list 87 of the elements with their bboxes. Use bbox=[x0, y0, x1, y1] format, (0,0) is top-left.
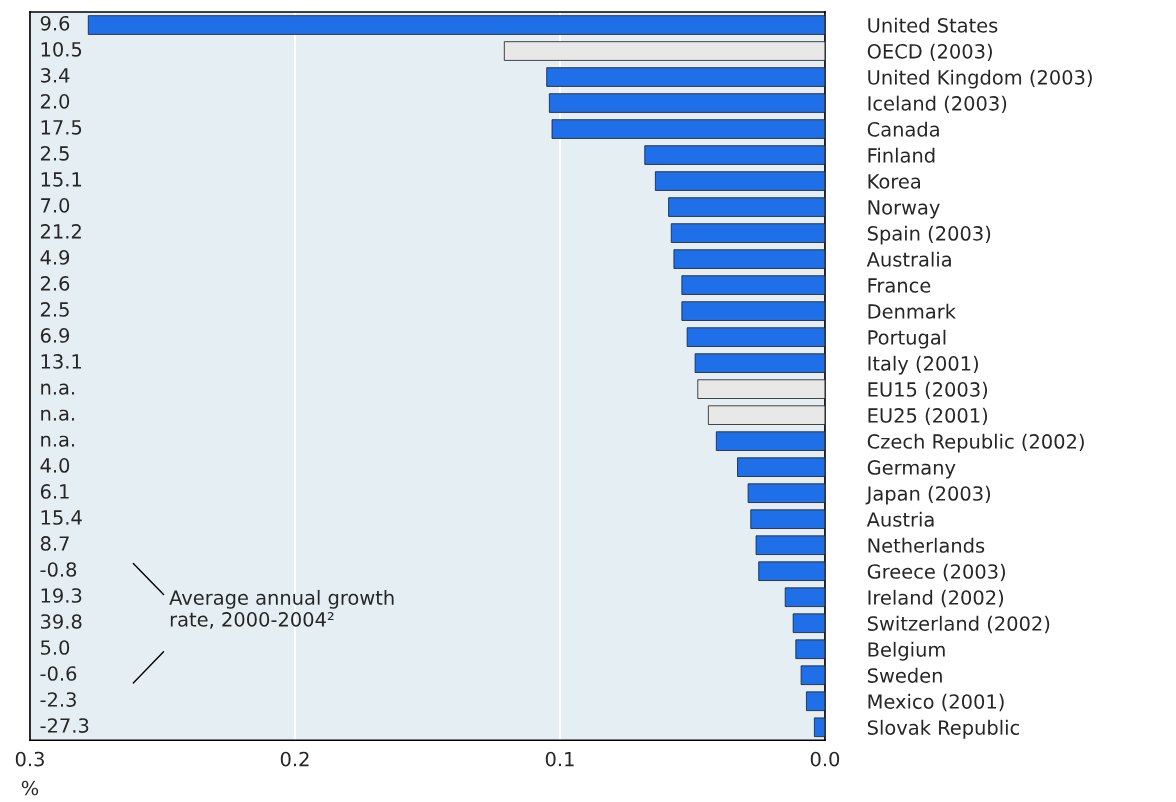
y-tick-label: France bbox=[868, 278, 931, 293]
y-tick-label: Greece (2003) bbox=[867, 563, 1005, 582]
y-tick-label: United States bbox=[868, 17, 998, 33]
annotation: 3.4 bbox=[41, 67, 70, 83]
bar bbox=[800, 665, 825, 686]
y-tick-label: Belgium bbox=[868, 641, 945, 661]
bar bbox=[758, 561, 825, 581]
y-tick-label: Australia bbox=[866, 251, 951, 267]
bar bbox=[87, 15, 825, 35]
annotation: n.a. bbox=[41, 383, 75, 395]
bar bbox=[548, 93, 825, 113]
annotation: 2.5 bbox=[40, 146, 69, 161]
annotation: -27.3 bbox=[40, 718, 89, 733]
bar bbox=[681, 301, 825, 321]
y-tick-label: Austria bbox=[866, 511, 934, 527]
annotation: 19.3 bbox=[41, 588, 82, 603]
y-tick-label: Japan (2003) bbox=[865, 485, 991, 505]
y-tick-label: Denmark bbox=[868, 303, 956, 319]
y-tick-label: Italy (2001) bbox=[868, 355, 978, 375]
y-tick-label: EU15 (2003) bbox=[868, 381, 988, 400]
annotation: 4.0 bbox=[40, 458, 70, 473]
y-tick-label: OECD (2003) bbox=[867, 43, 992, 61]
y-tick-label: EU25 (2001) bbox=[868, 407, 988, 426]
annotation: 2.6 bbox=[40, 276, 70, 291]
bar bbox=[750, 509, 825, 529]
bar bbox=[670, 223, 825, 243]
y-tick-label: Finland bbox=[868, 147, 935, 163]
y-tick-label: Spain (2003) bbox=[867, 225, 991, 245]
y-tick-label: Ireland (2002) bbox=[868, 589, 1004, 608]
bar bbox=[686, 327, 825, 347]
annotation: 15.4 bbox=[41, 510, 82, 525]
annotation: 6.1 bbox=[40, 484, 69, 499]
annotation: 9.6 bbox=[40, 15, 70, 31]
bar bbox=[546, 67, 825, 87]
annotation: n.a. bbox=[41, 409, 75, 421]
bar bbox=[795, 639, 825, 659]
x-tick-label: 0.0 bbox=[810, 751, 840, 767]
bar bbox=[747, 483, 825, 503]
annotation: 13.1 bbox=[41, 354, 82, 369]
y-tick-label: Mexico (2001) bbox=[868, 693, 1004, 712]
annotation: 2.0 bbox=[40, 93, 70, 109]
bar bbox=[784, 587, 825, 607]
annotation: n.a. bbox=[41, 435, 75, 447]
annotation: 10.5 bbox=[41, 41, 82, 57]
y-tick-label: Netherlands bbox=[868, 537, 985, 553]
y-tick-label: Korea bbox=[868, 174, 920, 189]
x-tick-label: 0.1 bbox=[545, 751, 574, 767]
y-tick-label: Sweden bbox=[867, 667, 942, 683]
annotation: Average annual growth rate, 2000-2004² bbox=[169, 589, 394, 629]
bar bbox=[551, 119, 825, 139]
bar bbox=[792, 613, 825, 633]
bar bbox=[673, 249, 825, 269]
annotation: 2.5 bbox=[40, 302, 69, 317]
annotation: 21.2 bbox=[40, 224, 81, 239]
y-tick-label: Czech Republic (2002) bbox=[867, 433, 1084, 453]
x-tick-label: 0.2 bbox=[280, 751, 309, 767]
x-tick-label: 0.3 bbox=[15, 751, 44, 767]
bar bbox=[737, 457, 825, 477]
bar bbox=[694, 353, 825, 373]
y-tick-label: Switzerland (2002) bbox=[867, 615, 1050, 634]
annotation: 39.8 bbox=[41, 614, 82, 629]
bar bbox=[668, 197, 825, 217]
y-tick-label: Canada bbox=[867, 121, 939, 137]
y-tick-label: Portugal bbox=[868, 329, 946, 349]
bar bbox=[715, 431, 825, 451]
annotation: 4.9 bbox=[40, 250, 70, 265]
bar bbox=[654, 171, 825, 191]
annotation: 17.5 bbox=[41, 120, 82, 135]
y-tick-label: Germany bbox=[867, 460, 956, 479]
annotation: 8.7 bbox=[40, 536, 69, 551]
annotation: 6.9 bbox=[40, 328, 70, 343]
bar bbox=[813, 717, 825, 738]
annotation: 5.0 bbox=[41, 640, 70, 655]
y-tick-label: United Kingdom (2003) bbox=[868, 69, 1092, 89]
annotation: -0.8 bbox=[40, 562, 77, 577]
x-axis-title: % bbox=[21, 780, 39, 796]
bar bbox=[805, 691, 825, 712]
y-tick-label: Slovak Republic bbox=[867, 719, 1020, 739]
annotation: -0.6 bbox=[40, 666, 77, 681]
bar bbox=[644, 145, 825, 165]
annotation: -2.3 bbox=[40, 692, 76, 707]
bar bbox=[681, 275, 825, 295]
y-tick-label: Norway bbox=[868, 200, 940, 219]
bar bbox=[755, 535, 825, 555]
annotation: 15.1 bbox=[41, 172, 82, 187]
y-tick-label: Iceland (2003) bbox=[868, 95, 1007, 114]
annotation: 7.0 bbox=[41, 198, 70, 213]
